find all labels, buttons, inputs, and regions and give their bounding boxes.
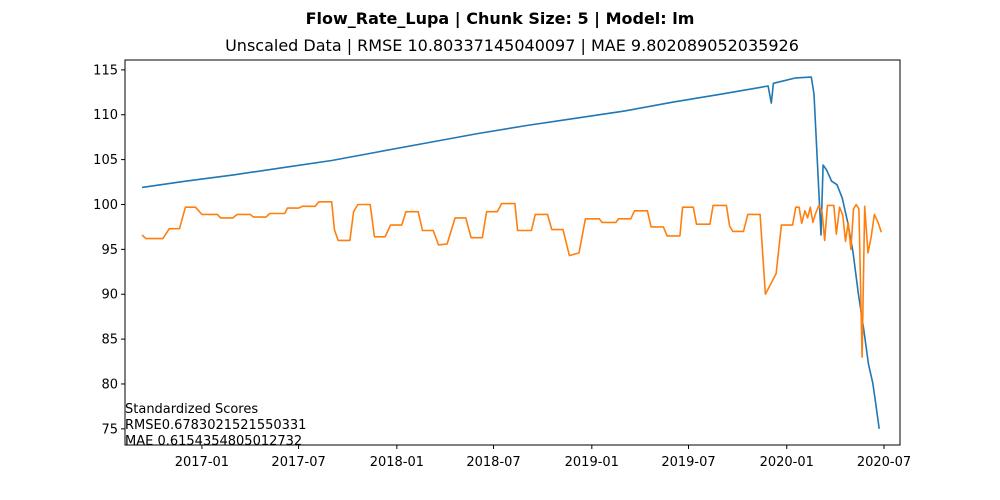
- y-tick-label: 75: [101, 422, 118, 437]
- chart-title: Unscaled Data | RMSE 10.80337145040097 |…: [225, 36, 799, 55]
- series-line-2: [141, 201, 883, 358]
- y-tick-label: 100: [93, 198, 118, 213]
- x-tick-label: 2020-01: [760, 455, 814, 470]
- plot-frame: [124, 59, 901, 446]
- x-tick-label: 2018-07: [466, 455, 520, 470]
- tick-layer: 2017-01 2017-07 2018-01 2018-07 2019-01 2019-…: [93, 63, 911, 470]
- x-tick-label: 2019-01: [565, 455, 619, 470]
- x-tick-label: 2017-07: [271, 455, 325, 470]
- series-line-1: [141, 76, 880, 429]
- x-tick-label: 2017-01: [175, 455, 229, 470]
- x-tick-label: 2020-07: [857, 455, 911, 470]
- y-tick-label: 90: [101, 288, 118, 303]
- annotation-line-3: MAE 0.6154354805012732: [125, 434, 302, 449]
- y-tick-label: 95: [101, 243, 118, 258]
- x-tick-label: 2018-01: [370, 455, 424, 470]
- annotation-line-1: Standardized Scores: [125, 402, 258, 417]
- chart-suptitle: Flow_Rate_Lupa | Chunk Size: 5 | Model: …: [306, 9, 695, 29]
- y-tick-label: 115: [93, 63, 118, 78]
- y-tick-label: 110: [93, 108, 118, 123]
- x-tick-label: 2019-07: [661, 455, 715, 470]
- y-tick-label: 85: [101, 333, 118, 348]
- y-tick-label: 80: [101, 377, 118, 392]
- y-tick-label: 105: [93, 153, 118, 168]
- series-layer: [141, 76, 883, 429]
- annotation-line-2: RMSE0.6783021521550331: [125, 418, 306, 433]
